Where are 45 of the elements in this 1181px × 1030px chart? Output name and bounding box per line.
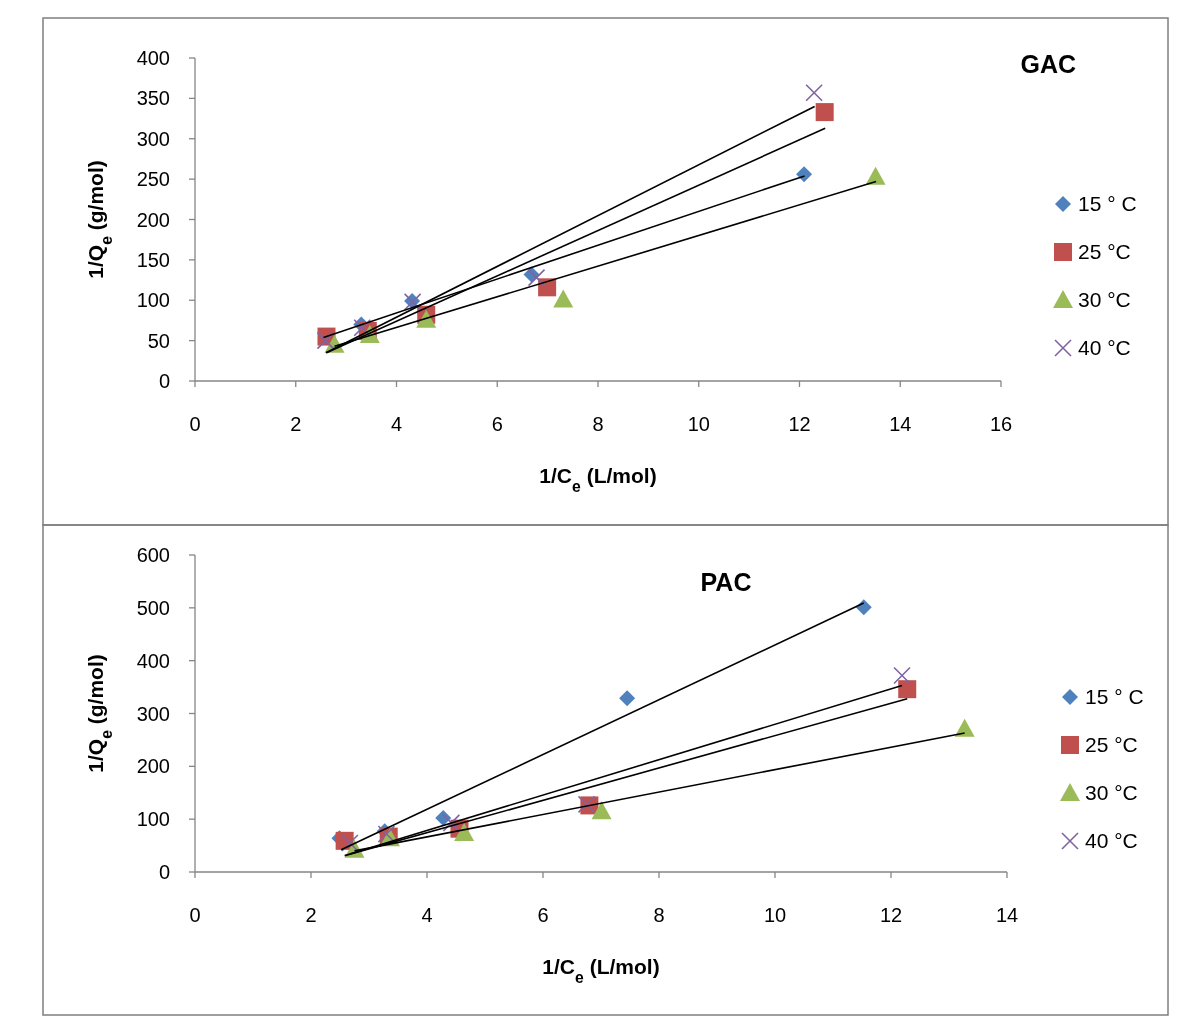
x-tick-label: 0 xyxy=(189,904,201,926)
x-tick-label: 0 xyxy=(189,413,201,435)
x-tick-label: 10 xyxy=(687,413,710,435)
chart-title: GAC xyxy=(1020,50,1076,78)
x-tick-label: 4 xyxy=(390,413,403,435)
legend-label: 15 ° C xyxy=(1078,192,1137,216)
x-axis-title: 1/C$_{e}$ (L/mol) xyxy=(539,464,657,495)
y-tick-label: 50 xyxy=(147,329,170,352)
legend-label: 30 °C xyxy=(1085,781,1138,805)
x-tick-label: 12 xyxy=(879,904,903,926)
x-tick-label: 10 xyxy=(763,904,787,926)
y-tick-label: 0 xyxy=(158,370,170,392)
legend-label: 15 ° C xyxy=(1085,685,1144,709)
legend-label: 25 °C xyxy=(1085,733,1138,757)
legend-label: 30 °C xyxy=(1078,288,1131,312)
y-tick-label: 350 xyxy=(136,87,170,110)
y-tick-label: 0 xyxy=(158,861,170,883)
y-tick-label: 300 xyxy=(136,127,170,150)
x-tick-label: 4 xyxy=(421,904,433,926)
y-tick-label: 100 xyxy=(136,289,170,312)
x-tick-label: 14 xyxy=(889,413,912,435)
y-tick-label: 150 xyxy=(136,248,170,271)
y-tick-label: 200 xyxy=(136,755,170,778)
x-tick-label: 8 xyxy=(592,413,604,435)
legend-label: 40 °C xyxy=(1078,336,1131,360)
text: PAC xyxy=(700,568,752,596)
y-tick-label: 200 xyxy=(136,208,170,231)
x-tick-label: 16 xyxy=(989,413,1013,435)
x-tick-label: 2 xyxy=(305,904,317,926)
y-tick-label: 400 xyxy=(136,47,170,69)
y-tick-label: 100 xyxy=(136,808,170,831)
x-tick-label: 6 xyxy=(537,904,549,926)
x-tick-label: 14 xyxy=(995,904,1019,926)
x-tick-label: 8 xyxy=(653,904,665,926)
legend-label: 25 °C xyxy=(1078,240,1131,264)
y-tick-label: 250 xyxy=(136,168,170,191)
x-tick-label: 6 xyxy=(491,413,503,435)
y-tick-label: 500 xyxy=(136,596,170,619)
y-tick-label: 300 xyxy=(136,702,170,725)
legend-label: 40 °C xyxy=(1085,829,1138,853)
x-axis-title: 1/C$_{e}$ (L/mol) xyxy=(542,955,660,986)
x-tick-label: 2 xyxy=(290,413,302,435)
x-tick-label: 12 xyxy=(788,413,811,435)
y-tick-label: 400 xyxy=(136,649,170,672)
y-tick-label: 600 xyxy=(136,544,170,566)
